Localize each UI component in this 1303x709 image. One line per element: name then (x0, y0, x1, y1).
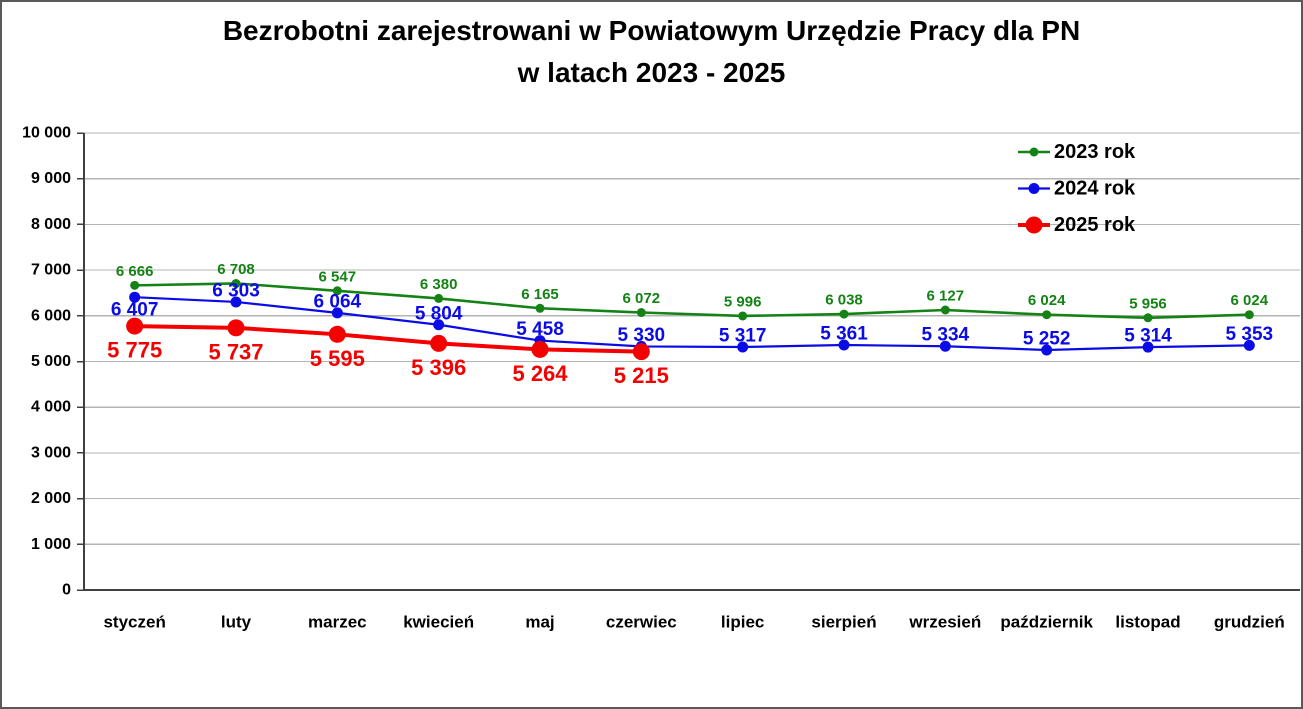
series-line-2023-rok (133, 282, 1251, 320)
data-point (1042, 310, 1052, 320)
data-point (531, 340, 549, 358)
data-label: 5 252 (1023, 328, 1071, 349)
data-label: 5 264 (512, 361, 568, 386)
legend-marker (1025, 216, 1043, 234)
x-axis-label: listopad (1115, 613, 1180, 632)
x-axis-label: wrzesień (908, 613, 981, 632)
data-label: 6 407 (111, 300, 159, 321)
data-label: 5 737 (208, 339, 263, 364)
data-point (940, 305, 950, 315)
data-label: 5 996 (724, 293, 762, 310)
data-label: 6 380 (420, 276, 458, 293)
data-label: 5 956 (1129, 295, 1167, 312)
x-axis-label: czerwiec (606, 613, 677, 632)
data-point (433, 319, 445, 331)
data-point (535, 303, 545, 313)
y-axis-label: 6 000 (31, 307, 71, 324)
data-label: 6 303 (212, 280, 260, 301)
data-point (838, 339, 850, 351)
y-axis-label: 5 000 (31, 353, 71, 370)
data-label: 6 064 (314, 291, 362, 312)
chart-title-line2: w latach 2023 - 2025 (517, 57, 786, 88)
y-axis-label: 1 000 (31, 536, 71, 553)
legend-marker (1029, 147, 1039, 157)
data-point (430, 334, 448, 352)
data-label: 6 024 (1028, 292, 1066, 309)
x-axis-label: kwiecień (403, 613, 474, 632)
y-axis-label: 3 000 (31, 444, 71, 461)
data-label: 6 547 (319, 268, 357, 285)
y-axis-label: 4 000 (31, 399, 71, 416)
data-point (636, 308, 646, 318)
data-label: 6 666 (116, 263, 154, 280)
x-axis-label: marzec (308, 613, 367, 632)
x-axis-label: październik (1000, 613, 1093, 632)
series-line-2025-rok (132, 324, 644, 354)
data-point (738, 311, 748, 321)
data-label: 5 353 (1226, 324, 1274, 345)
chart-title-line1: Bezrobotni zarejestrowani w Powiatowym U… (222, 15, 1081, 46)
y-axis-label: 7 000 (31, 262, 71, 279)
x-axis-label: grudzień (1214, 613, 1285, 632)
data-point (231, 278, 241, 288)
data-point (1041, 344, 1053, 356)
data-point (129, 291, 141, 303)
legend-label: 2025 rok (1054, 214, 1136, 236)
data-label: 6 165 (521, 286, 559, 303)
data-point (130, 280, 140, 290)
data-point (839, 309, 849, 319)
data-label: 5 396 (411, 355, 466, 380)
x-axis-label: maj (525, 613, 554, 632)
data-label: 5 334 (922, 325, 970, 346)
y-axis-label: 10 000 (22, 125, 71, 142)
data-point (1243, 339, 1255, 351)
data-label: 5 314 (1124, 326, 1172, 347)
x-axis-label: sierpień (811, 613, 876, 632)
data-label: 5 330 (618, 325, 666, 346)
data-point (1143, 313, 1153, 323)
data-label: 6 072 (623, 290, 661, 307)
data-point (632, 343, 650, 361)
y-axis-label: 8 000 (31, 216, 71, 233)
data-point (1244, 310, 1254, 320)
data-point (331, 307, 343, 319)
data-point (1142, 341, 1154, 353)
data-label: 6 127 (927, 287, 965, 304)
data-label: 6 708 (217, 261, 255, 278)
legend-label: 2024 rok (1054, 178, 1136, 200)
data-label: 5 361 (820, 324, 868, 345)
data-label: 5 317 (719, 326, 767, 347)
data-point (230, 296, 242, 308)
data-point (227, 319, 245, 337)
data-label: 5 595 (310, 346, 365, 371)
series-line-2024-rok (133, 296, 1251, 352)
data-label: 5 804 (415, 303, 463, 324)
data-label: 5 775 (107, 338, 162, 363)
data-label: 6 024 (1231, 292, 1269, 309)
data-label: 5 215 (614, 363, 669, 388)
y-axis-label: 9 000 (31, 170, 71, 187)
data-point (332, 286, 342, 296)
data-point (737, 341, 749, 353)
x-axis-label: styczeń (103, 613, 165, 632)
data-label: 6 038 (825, 292, 863, 309)
data-point (328, 325, 346, 343)
data-point (434, 293, 444, 303)
legend-marker (1028, 183, 1040, 194)
data-point (126, 317, 144, 335)
x-axis-label: luty (221, 613, 252, 632)
y-axis-label: 0 (62, 582, 71, 599)
legend-label: 2023 rok (1054, 141, 1136, 163)
chart-title: Bezrobotni zarejestrowani w Powiatowym U… (2, 10, 1301, 94)
y-axis-label: 2 000 (31, 490, 71, 507)
x-axis-label: lipiec (721, 613, 764, 632)
data-label: 5 458 (516, 319, 564, 340)
data-point (939, 340, 951, 352)
